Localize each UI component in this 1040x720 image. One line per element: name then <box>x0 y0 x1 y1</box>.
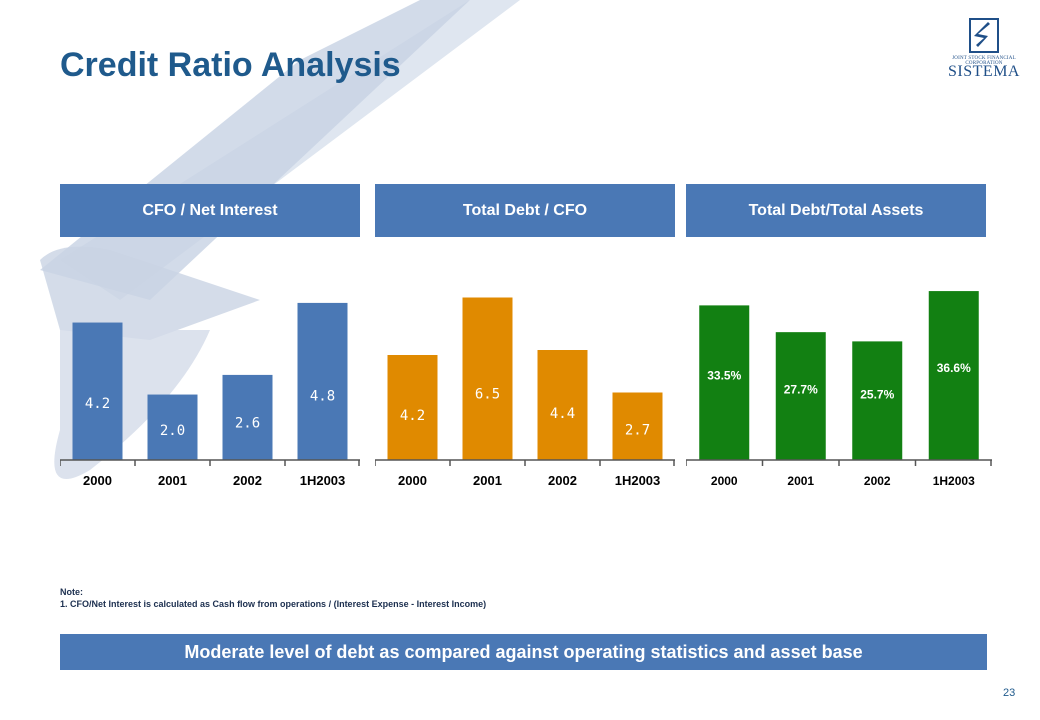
tick-label-1H2003: 1H2003 <box>933 474 975 488</box>
data-label-2002: 25.7% <box>860 387 894 401</box>
tick-label-2001: 2001 <box>158 473 187 488</box>
sistema-logo: JOINT STOCK FINANCIAL CORPORATION SISTEM… <box>940 14 1028 84</box>
bar-2002 <box>537 350 588 460</box>
bar-2002 <box>852 341 903 460</box>
note-title: Note: <box>60 587 83 597</box>
chart-total-debt-total-assets: 33.5% 2000 27.7% 2001 25.7% 2002 36.6% 1H2003 <box>686 291 992 488</box>
note-text: 1. CFO/Net Interest is calculated as Cas… <box>60 599 487 609</box>
bar-2000 <box>72 322 123 460</box>
logo-subtitle: JOINT STOCK FINANCIAL CORPORATION <box>952 56 1016 66</box>
page-number: 23 <box>1003 687 1016 699</box>
bar-2000 <box>699 305 750 460</box>
logo-name: SISTEMA <box>948 63 1020 80</box>
tick-label-1H2003: 1H2003 <box>615 473 661 488</box>
tick-label-2001: 2001 <box>787 474 814 488</box>
chart-header-total-debt-total-assets: Total Debt/Total Assets <box>686 184 986 237</box>
page-title: Credit Ratio Analysis <box>60 46 401 84</box>
chart-total-debt-cfo: 4.2 2000 6.5 2001 4.4 2002 2.7 1H2003 <box>375 297 675 488</box>
bar-2001 <box>147 394 198 460</box>
bar-1H2003 <box>928 291 979 460</box>
bar-1H2003 <box>297 302 348 460</box>
chart-header-cfo-net-interest: CFO / Net Interest <box>60 184 360 237</box>
tick-label-2000: 2000 <box>398 473 427 488</box>
tick-label-2002: 2002 <box>548 473 577 488</box>
data-label-2001: 6.5 <box>475 386 500 402</box>
tick-label-1H2003: 1H2003 <box>300 473 346 488</box>
data-label-1H2003: 36.6% <box>937 361 971 375</box>
data-label-2000: 33.5% <box>707 369 741 383</box>
data-label-2000: 4.2 <box>400 408 425 424</box>
tick-label-2002: 2002 <box>233 473 262 488</box>
data-label-1H2003: 4.8 <box>310 388 335 404</box>
bar-1H2003 <box>612 392 663 460</box>
data-label-2001: 27.7% <box>784 383 818 397</box>
data-label-1H2003: 2.7 <box>625 422 650 438</box>
summary-banner: Moderate level of debt as compared again… <box>60 634 987 670</box>
data-label-2001: 2.0 <box>160 423 185 439</box>
tick-label-2000: 2000 <box>83 473 112 488</box>
tick-label-2002: 2002 <box>864 474 891 488</box>
bar-2001 <box>775 332 826 460</box>
tick-label-2001: 2001 <box>473 473 502 488</box>
bar-2001 <box>462 297 513 460</box>
data-label-2002: 2.6 <box>235 416 260 432</box>
bar-2000 <box>387 355 438 460</box>
chart-cfo-net-interest: 4.2 2000 2.0 2001 2.6 2002 4.8 1H2003 <box>60 302 360 488</box>
tick-label-2000: 2000 <box>711 474 738 488</box>
chart-header-total-debt-cfo: Total Debt / CFO <box>375 184 675 237</box>
data-label-2000: 4.2 <box>85 396 110 412</box>
data-label-2002: 4.4 <box>550 406 575 422</box>
bar-2002 <box>222 374 273 460</box>
logo-emblem-icon <box>969 18 999 53</box>
